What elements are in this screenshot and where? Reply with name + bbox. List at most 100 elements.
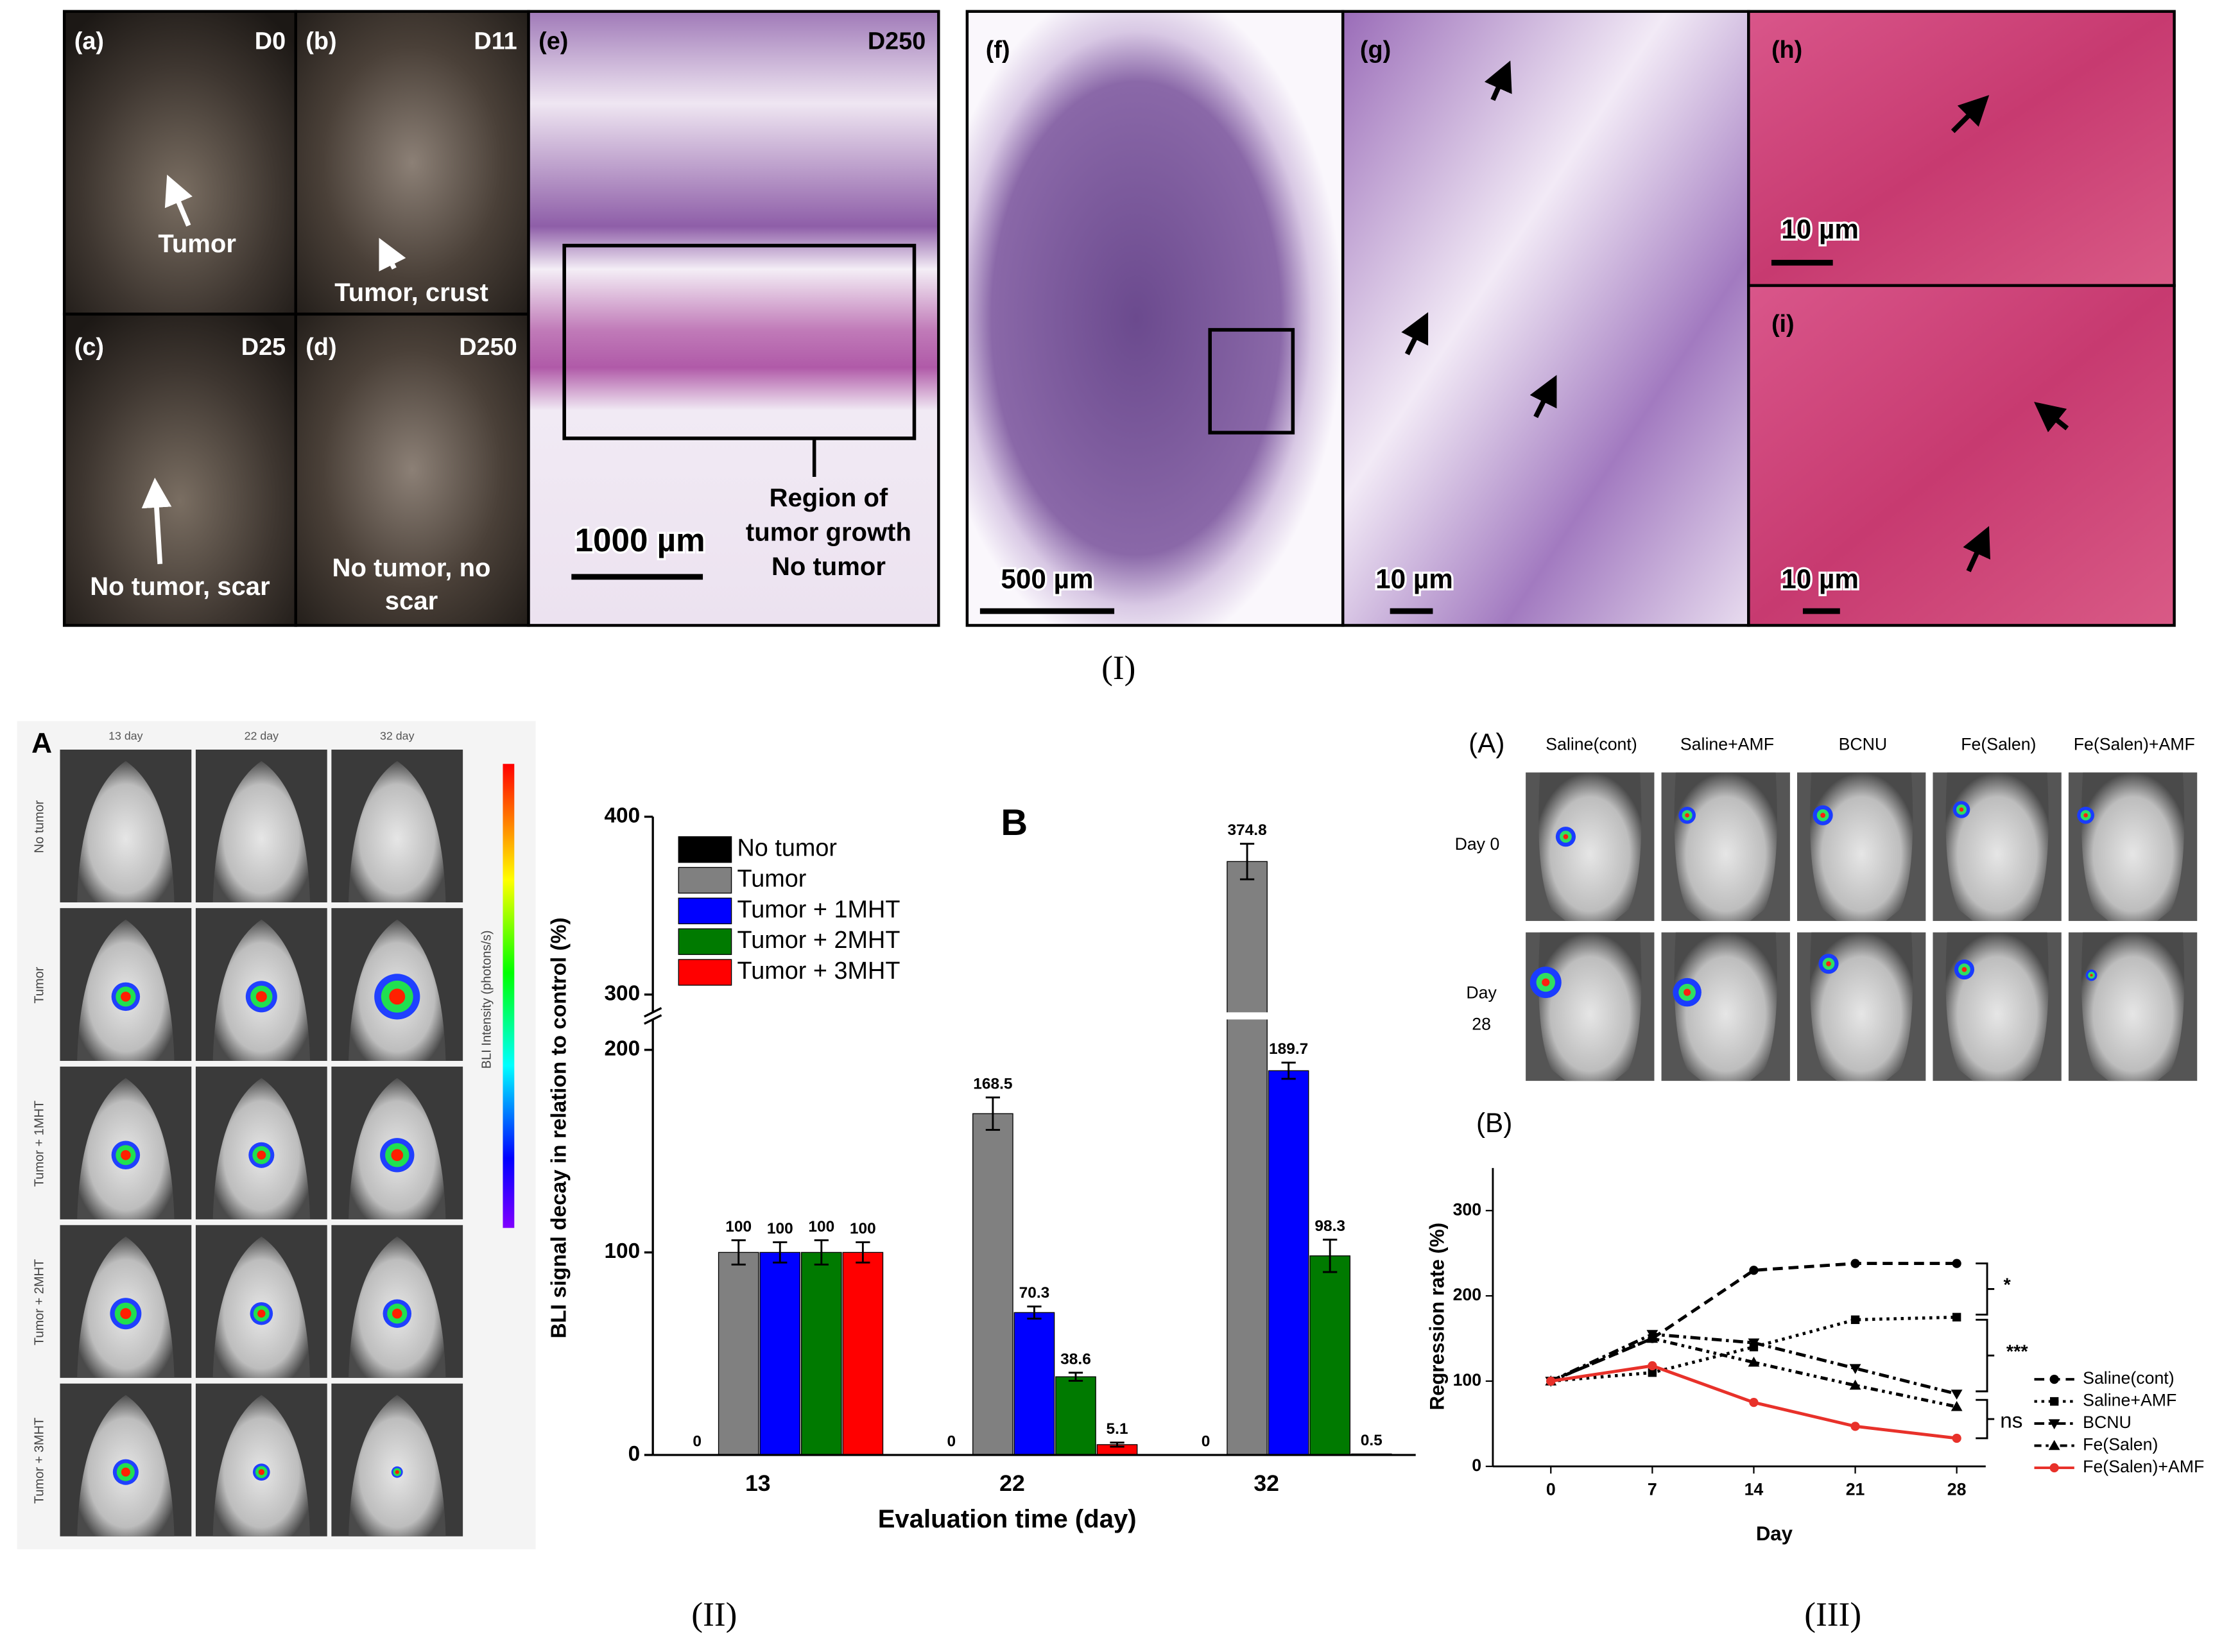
legend-label: Saline+AMF bbox=[2083, 1391, 2176, 1410]
bar bbox=[718, 1252, 759, 1456]
mouse-body bbox=[1945, 772, 2049, 921]
x-tick-label: 13 bbox=[745, 1470, 771, 1496]
panel-label: (e) bbox=[538, 28, 568, 55]
column-label: 22 day bbox=[245, 730, 279, 743]
bli-signal bbox=[1959, 807, 1964, 812]
bli-signal bbox=[121, 992, 131, 1002]
point bbox=[1546, 1376, 1556, 1386]
significance-bracket bbox=[1976, 1398, 1995, 1440]
value-label: 0.5 bbox=[1361, 1432, 1383, 1449]
value-label: 100 bbox=[725, 1218, 752, 1235]
legend-label: Tumor + 2MHT bbox=[737, 927, 900, 954]
column-label: BCNU bbox=[1839, 734, 1888, 753]
column-label: 32 day bbox=[380, 730, 415, 743]
arrow bbox=[2034, 402, 2069, 433]
legend-label: Fe(Salen)+AMF bbox=[2083, 1457, 2204, 1476]
arrow bbox=[379, 237, 406, 271]
point bbox=[1646, 1332, 1658, 1343]
panel-label: A bbox=[31, 728, 52, 759]
mouse-body bbox=[2081, 932, 2185, 1081]
column-label: Saline(cont) bbox=[1546, 734, 1637, 753]
y-tick-label: 100 bbox=[604, 1239, 640, 1263]
panel-label: (d) bbox=[306, 334, 336, 361]
bli-signal bbox=[2083, 813, 2088, 818]
mouse-head bbox=[212, 761, 310, 903]
point bbox=[1748, 1356, 1760, 1367]
panel-label: (a) bbox=[74, 28, 104, 55]
arrow bbox=[141, 478, 172, 564]
point bbox=[1849, 1379, 1861, 1390]
panel-label: (h) bbox=[1771, 37, 1802, 64]
bli-signal bbox=[2090, 974, 2093, 977]
significance-label: *** bbox=[2006, 1341, 2029, 1362]
bli-signal bbox=[392, 1308, 402, 1319]
bli-signal bbox=[391, 1149, 404, 1162]
bli-signal bbox=[389, 988, 406, 1005]
bar bbox=[972, 1113, 1013, 1456]
axis-break-mark bbox=[644, 1007, 662, 1018]
bli-signal bbox=[120, 1308, 132, 1320]
bli-signal bbox=[257, 1150, 266, 1160]
mouse-body bbox=[1674, 772, 1777, 921]
arrow bbox=[1529, 375, 1557, 418]
line bbox=[1550, 1336, 1958, 1409]
value-label: 100 bbox=[850, 1220, 876, 1237]
legend-label: Fe(Salen) bbox=[2083, 1435, 2158, 1454]
column-label: Fe(Salen)+AMF bbox=[2074, 734, 2195, 753]
legend-label: Tumor bbox=[737, 866, 806, 893]
scale-label: 10 µm bbox=[1781, 214, 1859, 245]
legend-marker bbox=[2049, 1374, 2059, 1384]
panel-label: (b) bbox=[306, 28, 336, 55]
panel-label: (i) bbox=[1771, 311, 1795, 338]
x-tick-label: 32 bbox=[1254, 1470, 1279, 1496]
figure-caption: (II) bbox=[691, 1595, 737, 1633]
figure-caption: (I) bbox=[1101, 648, 1135, 687]
panel-image bbox=[62, 10, 297, 316]
colorbar-label: BLI Intensity (photons/s) bbox=[479, 930, 494, 1069]
point bbox=[1952, 1259, 1961, 1268]
line bbox=[1551, 1315, 1957, 1383]
value-label: 100 bbox=[767, 1220, 793, 1237]
legend-marker bbox=[2049, 1397, 2059, 1406]
bar bbox=[759, 1252, 801, 1456]
y-axis-label: BLI signal decay in relation to control … bbox=[547, 918, 571, 1339]
bar bbox=[842, 1252, 884, 1456]
x-tick-label: 7 bbox=[1648, 1480, 1657, 1499]
region-box bbox=[1208, 328, 1295, 435]
mouse-body bbox=[2081, 772, 2185, 921]
bli-signal bbox=[1961, 967, 1967, 972]
panel-note: No tumor, no bbox=[332, 554, 491, 582]
significance-bracket bbox=[1976, 1262, 1995, 1316]
x-tick-label: 21 bbox=[1846, 1480, 1865, 1499]
point bbox=[1648, 1368, 1657, 1377]
point bbox=[1748, 1338, 1760, 1349]
bli-signal bbox=[1820, 813, 1825, 818]
y-axis-label: Regression rate (%) bbox=[1426, 1223, 1449, 1410]
panel-label: (f) bbox=[986, 37, 1010, 64]
y-tick-label: 400 bbox=[604, 804, 640, 827]
bar bbox=[1055, 1376, 1096, 1456]
mouse-body bbox=[1945, 932, 2049, 1081]
bli-signal bbox=[1563, 834, 1569, 839]
panel-image bbox=[294, 10, 530, 316]
panel-note: No tumor bbox=[771, 553, 886, 581]
panel-note: No tumor, scar bbox=[90, 572, 270, 601]
mouse-body bbox=[1538, 772, 1642, 921]
arrow bbox=[164, 175, 193, 227]
day-label: D0 bbox=[255, 28, 286, 55]
panel-image bbox=[1341, 10, 1750, 627]
point bbox=[1749, 1398, 1759, 1407]
value-label: 5.1 bbox=[1107, 1420, 1128, 1438]
bar bbox=[800, 1252, 842, 1456]
arrow bbox=[1963, 526, 1990, 572]
scale-label: 500 µm bbox=[1001, 564, 1093, 594]
legend-label: BCNU bbox=[2083, 1413, 2132, 1432]
value-label: 0 bbox=[1202, 1433, 1210, 1450]
legend-swatch bbox=[678, 866, 732, 894]
bar bbox=[1268, 1070, 1309, 1456]
y-tick-label: 200 bbox=[604, 1037, 640, 1061]
panel-image bbox=[62, 313, 297, 627]
significance-label: * bbox=[2004, 1275, 2012, 1296]
bli-signal bbox=[1542, 978, 1550, 986]
